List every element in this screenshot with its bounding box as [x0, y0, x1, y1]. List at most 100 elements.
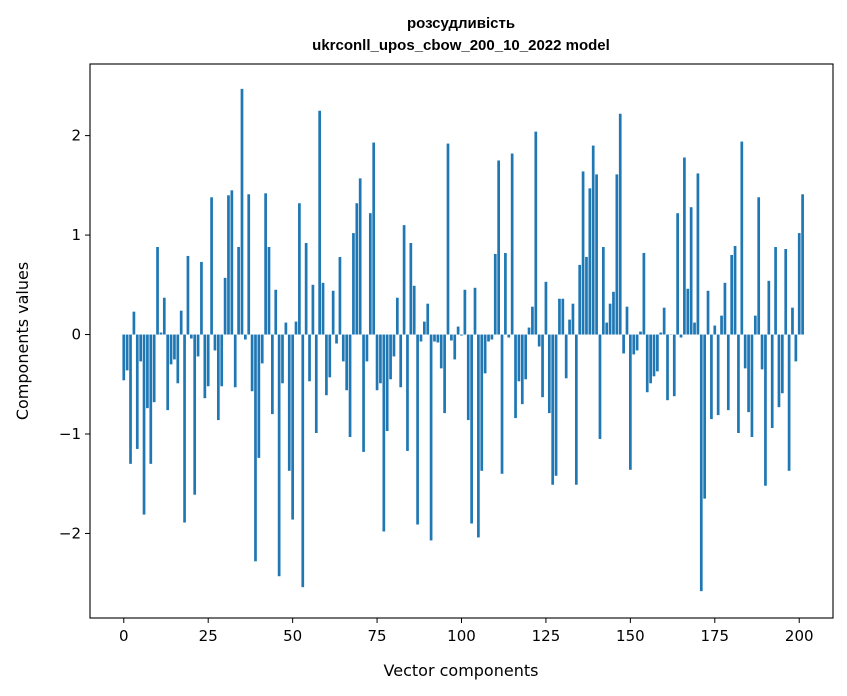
bar-component-167: [686, 288, 690, 335]
bar-component-153: [639, 331, 642, 335]
bar-component-122: [534, 131, 538, 335]
bar-component-38: [250, 334, 254, 392]
bar-component-39: [254, 334, 257, 562]
x-tick-label: 25: [199, 627, 218, 645]
bar-component-18: [183, 334, 186, 523]
bar-component-19: [186, 255, 190, 335]
bar-component-32: [230, 190, 234, 335]
bar-component-24: [203, 334, 207, 399]
bar-component-70: [358, 178, 362, 335]
bar-component-91: [429, 334, 433, 541]
bar-component-45: [274, 289, 278, 335]
bar-component-184: [743, 334, 747, 369]
bar-component-197: [787, 334, 791, 471]
bar-component-94: [439, 334, 443, 369]
x-axis-label: Vector components: [384, 661, 539, 680]
bar-component-93: [436, 334, 440, 343]
bar-component-9: [152, 334, 156, 403]
bar-component-168: [689, 207, 693, 335]
bar-component-105: [477, 334, 480, 538]
bar-component-97: [450, 334, 453, 341]
bar-component-79: [389, 334, 392, 380]
bar-component-51: [294, 321, 298, 335]
bar-component-175: [713, 325, 717, 335]
bar-component-7: [146, 334, 149, 409]
bar-component-5: [139, 334, 143, 362]
x-tick-label: 175: [700, 627, 729, 645]
bar-component-59: [321, 282, 325, 335]
bar-component-0: [122, 334, 126, 381]
y-tick-label: 0: [71, 326, 81, 344]
bar-component-95: [443, 334, 446, 414]
bar-component-150: [629, 334, 632, 470]
bar-component-6: [142, 334, 146, 515]
bar-component-125: [544, 281, 548, 335]
bar-component-201: [801, 194, 804, 335]
bar-component-149: [625, 306, 629, 335]
bar-component-63: [335, 334, 338, 344]
bar-component-169: [693, 322, 696, 335]
bar-component-157: [652, 334, 656, 377]
chart-title-line-1: розсудливість: [407, 15, 515, 32]
bar-component-47: [281, 334, 284, 384]
bar-component-155: [645, 334, 649, 393]
bar-component-69: [355, 203, 359, 335]
bar-component-107: [483, 334, 487, 374]
bar-component-96: [446, 143, 450, 335]
y-tick-label: −2: [59, 524, 81, 542]
x-tick-label: 200: [785, 627, 814, 645]
bar-component-84: [406, 334, 409, 451]
bar-component-85: [409, 243, 413, 335]
bar-component-173: [706, 290, 710, 335]
bar-component-118: [520, 334, 524, 405]
bar-component-111: [497, 160, 500, 335]
x-tick-label: 75: [368, 627, 387, 645]
bar-component-60: [325, 334, 328, 396]
bar-component-135: [578, 264, 582, 335]
bar-component-112: [500, 334, 504, 474]
plot-area-frame: [89, 63, 834, 619]
bar-component-78: [385, 334, 389, 432]
bar-component-29: [220, 334, 224, 387]
bar-component-40: [257, 334, 261, 458]
bar-component-3: [132, 311, 136, 335]
bar-component-174: [710, 334, 713, 420]
bar-component-193: [774, 247, 777, 335]
bar-component-134: [574, 334, 578, 485]
bar-component-136: [581, 171, 585, 335]
bar-component-137: [585, 256, 588, 335]
bar-component-80: [392, 334, 396, 357]
bar-component-119: [524, 334, 528, 380]
y-tick-label: −1: [59, 425, 81, 443]
bar-component-4: [135, 334, 139, 449]
bar-component-99: [456, 326, 460, 335]
bar-component-30: [223, 277, 227, 335]
x-tick-label: 125: [532, 627, 561, 645]
bar-component-109: [490, 334, 494, 340]
bar-component-55: [308, 334, 311, 382]
bar-component-8: [149, 334, 153, 464]
bar-component-12: [162, 297, 166, 335]
bar-component-65: [341, 334, 345, 362]
bar-component-62: [331, 290, 335, 335]
bar-component-86: [412, 285, 416, 335]
bar-component-120: [527, 327, 531, 335]
bar-component-58: [318, 110, 321, 335]
bar-component-132: [568, 319, 571, 335]
bar-component-71: [362, 334, 365, 452]
bar-component-128: [554, 334, 558, 476]
bar-component-35: [240, 88, 244, 335]
bar-component-171: [699, 334, 703, 592]
bar-component-158: [656, 334, 659, 372]
bar-component-139: [591, 145, 595, 335]
bar-component-23: [200, 261, 203, 335]
y-axis-ticks: −2 −1 0 1 2: [59, 127, 90, 542]
bar-component-16: [176, 334, 180, 384]
bar-component-44: [271, 334, 274, 415]
y-tick-label: 2: [71, 127, 81, 145]
bar-component-14: [169, 334, 173, 365]
bar-component-113: [504, 252, 507, 335]
bar-component-116: [514, 334, 517, 419]
bar-component-46: [277, 334, 281, 577]
bar-component-64: [338, 256, 342, 335]
